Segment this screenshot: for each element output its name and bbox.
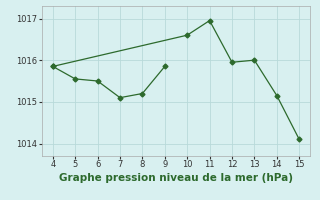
X-axis label: Graphe pression niveau de la mer (hPa): Graphe pression niveau de la mer (hPa) [59,173,293,183]
